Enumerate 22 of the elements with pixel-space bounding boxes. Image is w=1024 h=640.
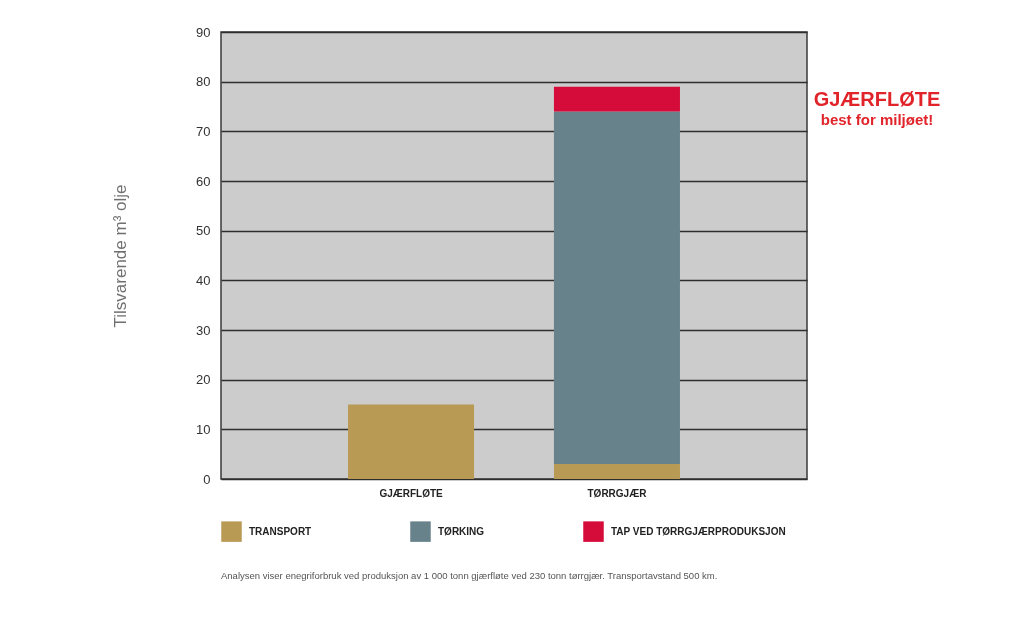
y-tick-label: 30: [196, 322, 211, 338]
text: GJÆRFLØTE: [813, 88, 941, 110]
text: best for miljøet!: [820, 111, 934, 128]
bar: [348, 404, 475, 479]
legend-label: TØRKING: [438, 525, 485, 537]
y-tick-label: 0: [203, 471, 211, 487]
legend-label: TAP VED TØRRGJÆRPRODUKSJON: [611, 525, 786, 537]
y-tick-label: 20: [196, 372, 211, 388]
x-tick-label: TØRRGJÆR: [587, 487, 648, 499]
y-tick-label: 40: [196, 272, 211, 288]
bar: [553, 464, 680, 479]
text: Analysen viser enegriforbruk ved produksjon av 1 000 tonn gjærfløte ved 230 tonn tørrgjær. Transportavstand 500 km.: [221, 570, 718, 581]
y-tick-label: 10: [196, 421, 211, 437]
legend-label: TRANSPORT: [249, 525, 312, 537]
y-tick-label: 50: [196, 223, 211, 239]
y-tick-label: 60: [196, 173, 211, 189]
bar: [553, 86, 680, 112]
y-tick-label: 90: [196, 24, 211, 40]
y-axis-title: Tilsvarende m³ olje: [110, 184, 130, 328]
bar: [553, 111, 680, 465]
y-tick-label: 70: [196, 123, 211, 139]
y-tick-label: 80: [196, 74, 211, 90]
